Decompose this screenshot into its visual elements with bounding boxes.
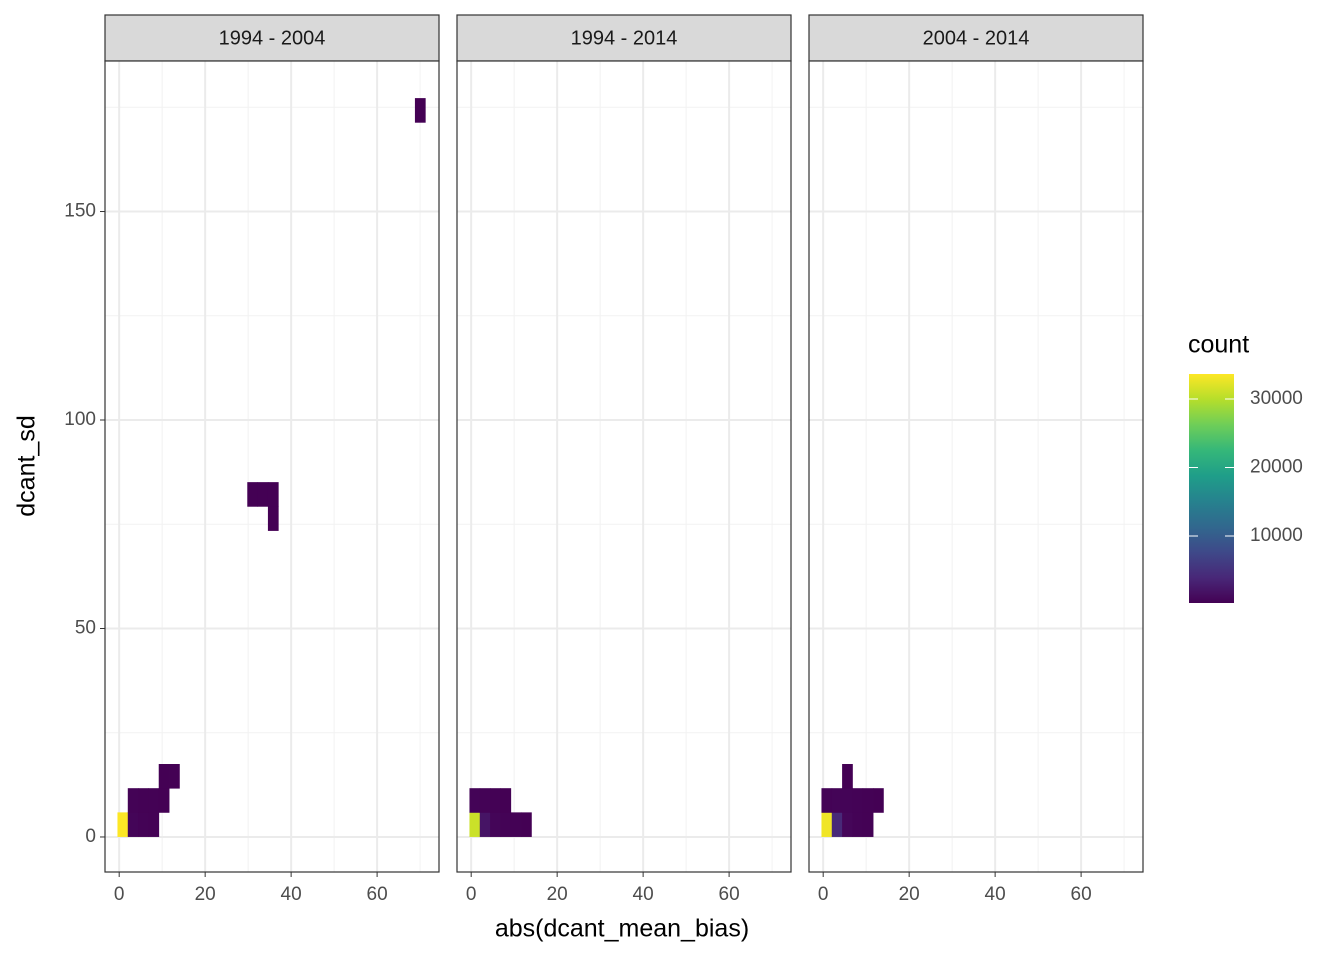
- bin-cell: [267, 482, 279, 507]
- y-tick-label: 50: [75, 618, 96, 639]
- bin-cell: [842, 788, 853, 813]
- y-tick-label: 0: [85, 826, 96, 847]
- x-tick-label: 20: [547, 884, 568, 905]
- bin-cell: [862, 812, 874, 837]
- panel-background: [457, 61, 791, 872]
- bin-cell: [852, 788, 864, 813]
- strip-label: 1994 - 2004: [219, 27, 326, 49]
- x-tick-label: 60: [1071, 884, 1092, 905]
- x-tick-label: 40: [633, 884, 654, 905]
- panel-border: [456, 60, 792, 873]
- bin-cell: [862, 788, 874, 813]
- bin-cell: [469, 812, 481, 837]
- x-tick-label: 40: [281, 884, 302, 905]
- legend-label: 30000: [1250, 388, 1303, 409]
- colorbar: [1189, 374, 1234, 603]
- bin-cell: [267, 506, 279, 531]
- legend-title: count: [1188, 331, 1249, 359]
- panel-border: [104, 60, 440, 873]
- bin-cell: [821, 812, 833, 837]
- bin-cell: [821, 788, 833, 813]
- bin-cell: [169, 764, 180, 789]
- bin-cell: [831, 788, 843, 813]
- y-axis-title: dcant_sd: [13, 415, 41, 516]
- x-tick-label: 0: [818, 884, 829, 905]
- bin-cell: [148, 812, 160, 837]
- bin-cell: [842, 764, 853, 789]
- legend-label: 10000: [1250, 525, 1303, 546]
- bin-cell: [852, 812, 864, 837]
- y-tick-label: 100: [64, 409, 96, 430]
- y-tick-label: 150: [64, 201, 96, 222]
- x-tick-label: 20: [195, 884, 216, 905]
- bin-cell: [127, 812, 139, 837]
- strip: [456, 14, 792, 62]
- legend-label: 20000: [1250, 457, 1303, 478]
- panel-border: [808, 60, 1144, 873]
- panel-background: [105, 61, 439, 872]
- x-tick-label: 60: [367, 884, 388, 905]
- bin-cell: [148, 788, 160, 813]
- bin-cell: [500, 812, 512, 837]
- bin-cell: [158, 764, 170, 789]
- x-tick-label: 60: [719, 884, 740, 905]
- x-tick-label: 20: [899, 884, 920, 905]
- strip-label: 1994 - 2014: [571, 27, 678, 49]
- bin-cell: [490, 812, 501, 837]
- x-tick-label: 0: [114, 884, 125, 905]
- bin-cell: [414, 98, 426, 123]
- bin-cell: [138, 812, 149, 837]
- bin-cell: [479, 788, 491, 813]
- x-axis-title: abs(dcant_mean_bias): [495, 915, 749, 943]
- bin-cell: [117, 812, 129, 837]
- bin-cell: [500, 788, 512, 813]
- bin-cell: [510, 812, 522, 837]
- strip-label: 2004 - 2014: [923, 27, 1030, 49]
- bin-cell: [831, 812, 843, 837]
- x-tick-label: 40: [985, 884, 1006, 905]
- bin-cell: [257, 482, 269, 507]
- bin-cell: [842, 812, 853, 837]
- bin-cell: [873, 788, 884, 813]
- panel-background: [809, 61, 1143, 872]
- bin-cell: [521, 812, 532, 837]
- strip: [104, 14, 440, 62]
- bin-cell: [479, 812, 491, 837]
- bin-cell: [138, 788, 149, 813]
- bin-cell: [247, 482, 258, 507]
- strip: [808, 14, 1144, 62]
- bin-cell: [127, 788, 139, 813]
- bin-cell: [490, 788, 501, 813]
- bin-cell: [158, 788, 170, 813]
- bin-cell: [469, 788, 481, 813]
- x-tick-label: 0: [466, 884, 477, 905]
